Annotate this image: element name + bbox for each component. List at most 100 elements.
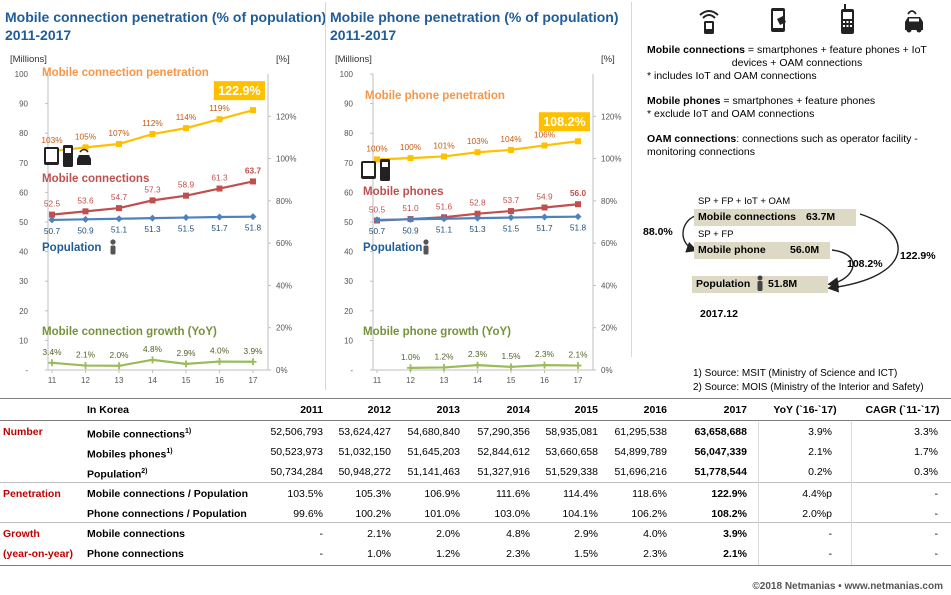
data-point bbox=[407, 215, 414, 223]
data-label: 51.3 bbox=[469, 224, 486, 234]
data-label: 51.5 bbox=[178, 224, 195, 234]
table-cell: 51,529,338 bbox=[545, 466, 598, 478]
year-header: 2015 bbox=[574, 404, 598, 416]
table-cell: - bbox=[319, 548, 324, 560]
device-icons-strip bbox=[699, 4, 923, 34]
table-cell: 63,658,688 bbox=[694, 426, 747, 438]
data-point bbox=[508, 208, 514, 215]
left-tick-label: 70 bbox=[19, 159, 28, 168]
table-row: (year-on-year) Phone connections - 1.0% 1.2%… bbox=[0, 544, 951, 564]
x-tick-label: 15 bbox=[182, 376, 191, 385]
data-point bbox=[82, 144, 89, 151]
box-value: 51.8M bbox=[768, 278, 798, 290]
data-label: 51.7 bbox=[536, 223, 553, 233]
formula-phones: SP + FP bbox=[698, 229, 734, 240]
table-row: Penetration Mobile connections / Populati… bbox=[0, 484, 951, 504]
data-point bbox=[216, 116, 223, 123]
chart2-title: Mobile phone penetration (% of populatio… bbox=[330, 8, 619, 44]
data-point bbox=[49, 211, 55, 218]
table-cell: 52,506,793 bbox=[270, 426, 323, 438]
data-label: 2.3% bbox=[468, 349, 488, 359]
data-label: 54.7 bbox=[111, 192, 128, 202]
data-point bbox=[182, 214, 190, 222]
data-point bbox=[183, 192, 189, 199]
data-point bbox=[183, 125, 189, 132]
table-cell: 52,844,612 bbox=[477, 446, 530, 458]
table-cell: 51,778,544 bbox=[694, 466, 747, 478]
data-label: 51.1 bbox=[111, 225, 128, 235]
year-header: 2011 bbox=[300, 404, 323, 416]
table-cell: 2.1% bbox=[367, 528, 391, 540]
smartphone-icon bbox=[363, 163, 374, 176]
data-point bbox=[149, 197, 156, 204]
definition-text: devices + OAM connections bbox=[731, 57, 863, 69]
year-header: 2014 bbox=[506, 404, 530, 416]
data-point bbox=[474, 361, 481, 369]
series-name-label: Mobile connection penetration bbox=[42, 67, 209, 79]
right-tick-label: 0% bbox=[276, 366, 288, 375]
yoy-cell: 0.2% bbox=[808, 466, 832, 478]
data-point bbox=[574, 213, 582, 221]
table-cell: 51,645,203 bbox=[407, 446, 460, 458]
panel-divider bbox=[325, 2, 326, 390]
table-cell: 111.6% bbox=[495, 488, 530, 500]
left-tick-label: 70 bbox=[344, 159, 353, 168]
connected-car-icon bbox=[905, 10, 923, 33]
definition-text: = smartphones + feature phones bbox=[720, 95, 876, 107]
left-axis-unit: [Millions] bbox=[10, 54, 47, 65]
x-tick-label: 12 bbox=[406, 376, 415, 385]
table-cell: 2.3% bbox=[506, 548, 530, 560]
conn-to-phone-ratio: 88.0% bbox=[643, 226, 673, 238]
person-icon bbox=[110, 245, 116, 255]
yoy-cell: - bbox=[828, 548, 833, 560]
mobile-connections-definition: Mobile connections = smartphones + featu… bbox=[647, 44, 947, 83]
table-cell: 99.6% bbox=[293, 508, 323, 520]
data-label: 50.7 bbox=[369, 226, 386, 236]
table-cell: 122.9% bbox=[711, 488, 747, 500]
data-label: 4.8% bbox=[143, 344, 163, 354]
device-icons bbox=[690, 4, 945, 36]
table-row: Number Mobile connections1) 52,506,793 53,6… bbox=[0, 422, 951, 442]
row-label: Mobile connections bbox=[87, 528, 186, 540]
connection-penetration-chart: [Millions] [%] - 10 20 30 40 50 60 70 80 90 100 0% 20%… bbox=[10, 54, 296, 385]
table-row: Population2) 50,734,284 50,948,272 51,141,4… bbox=[0, 462, 951, 482]
left-tick-label: 100 bbox=[340, 70, 354, 79]
smartphone-icon bbox=[771, 8, 786, 32]
table-cell: 101.0% bbox=[424, 508, 460, 520]
source-reference: 1) bbox=[166, 448, 173, 455]
connected-car-icon bbox=[79, 148, 89, 153]
table-cell: 1.0% bbox=[367, 548, 391, 560]
data-label: 53.6 bbox=[77, 195, 94, 205]
x-tick-label: 11 bbox=[373, 376, 382, 385]
row-label: Mobile connections / Population bbox=[87, 488, 249, 500]
person-icon bbox=[756, 275, 764, 292]
right-tick-label: 0% bbox=[601, 366, 613, 375]
year-header: 2016 bbox=[643, 404, 667, 416]
left-axis-unit: [Millions] bbox=[335, 54, 372, 65]
left-tick-label: 80 bbox=[19, 129, 28, 138]
data-label: 51.6 bbox=[436, 201, 453, 211]
left-tick-label: 40 bbox=[19, 248, 28, 257]
data-point bbox=[149, 131, 156, 138]
right-tick-label: 120% bbox=[276, 112, 296, 121]
data-point bbox=[149, 214, 156, 222]
left-tick-label: 30 bbox=[344, 277, 353, 286]
table-cell: 100.2% bbox=[355, 508, 391, 520]
device-icons-inline bbox=[44, 145, 91, 167]
table-row: Mobiles phones1) 50,523,973 51,032,150 51,6… bbox=[0, 442, 951, 462]
definitions: Mobile connections = smartphones + featu… bbox=[647, 44, 947, 171]
definition-note: * exclude IoT and OAM connections bbox=[647, 108, 815, 120]
data-label: 107% bbox=[108, 128, 130, 138]
data-point bbox=[249, 358, 257, 366]
year-header: 2013 bbox=[436, 404, 460, 416]
data-point bbox=[440, 363, 448, 371]
data-label: 104% bbox=[500, 134, 522, 144]
data-label: 2.0% bbox=[110, 350, 130, 360]
yoy-cell: 2.1% bbox=[808, 446, 832, 458]
data-point bbox=[474, 214, 481, 222]
data-label: 51.7 bbox=[211, 223, 228, 233]
data-point bbox=[541, 213, 548, 221]
oam-connections-definition: OAM connections: connections such as ope… bbox=[647, 133, 947, 159]
data-label: 54.9 bbox=[536, 191, 553, 201]
data-point bbox=[507, 214, 515, 222]
